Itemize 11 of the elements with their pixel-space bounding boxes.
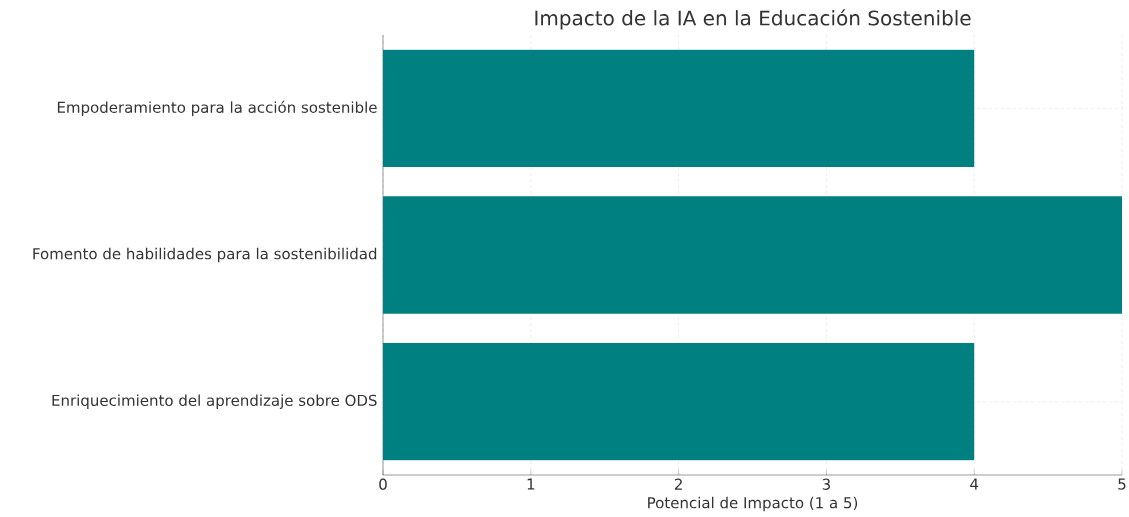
x-tick-label: 0 <box>379 478 387 490</box>
y-tick-label: Empoderamiento para la acción sostenible <box>57 100 377 116</box>
x-tick-label: 2 <box>674 478 682 490</box>
y-tick-label: Fomento de habilidades para la sostenibilidad <box>33 247 377 263</box>
x-axis-title: Potencial de Impacto (1 a 5) <box>648 496 858 512</box>
x-tick-label: 1 <box>527 478 535 490</box>
x-tick-label: 5 <box>1118 478 1126 490</box>
y-tick-label: Enriquecimiento del aprendizaje sobre ODS <box>52 394 377 409</box>
x-tick-label: 4 <box>970 478 979 490</box>
chart-title: Impacto de la IA en la Educación Sostenible <box>535 9 971 30</box>
x-tick-label: 3 <box>822 478 830 490</box>
